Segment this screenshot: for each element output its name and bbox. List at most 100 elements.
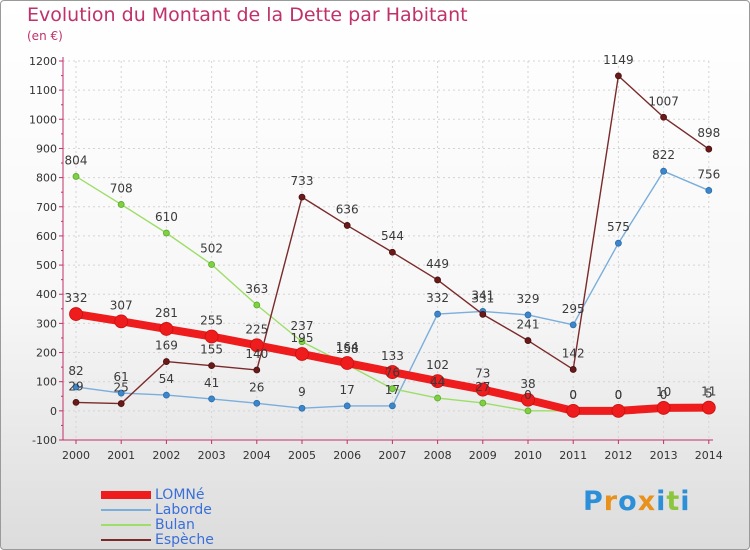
data-point bbox=[298, 404, 306, 412]
logo-letter: t bbox=[666, 486, 681, 517]
data-label: 10 bbox=[656, 385, 671, 399]
data-label: 225 bbox=[245, 322, 268, 336]
data-label: 822 bbox=[652, 148, 675, 162]
y-tick-label: 500 bbox=[36, 259, 57, 272]
data-label: 195 bbox=[291, 331, 314, 345]
legend-swatch bbox=[101, 524, 151, 526]
unit-label: (en €) bbox=[27, 29, 63, 43]
data-point bbox=[343, 222, 351, 229]
data-label: 0 bbox=[569, 388, 577, 402]
series-layer bbox=[69, 72, 716, 418]
data-point bbox=[162, 229, 170, 237]
data-point bbox=[524, 407, 532, 415]
data-label: 133 bbox=[381, 349, 404, 363]
y-tick-label: 1200 bbox=[29, 55, 57, 68]
legend-label: Laborde bbox=[155, 502, 212, 518]
data-point bbox=[253, 301, 261, 309]
x-tick-label: 2001 bbox=[107, 449, 135, 462]
data-point bbox=[249, 338, 264, 353]
x-tick-label: 2012 bbox=[604, 449, 632, 462]
x-tick-label: 2004 bbox=[243, 449, 271, 462]
x-tick-label: 2009 bbox=[469, 449, 497, 462]
logo-letter: r bbox=[603, 486, 619, 517]
x-tick-label: 2010 bbox=[514, 449, 542, 462]
y-tick-label: 400 bbox=[36, 288, 57, 301]
data-point bbox=[208, 362, 216, 370]
legend-swatch bbox=[101, 509, 151, 511]
data-point bbox=[69, 307, 83, 321]
data-point bbox=[524, 337, 532, 344]
data-label: 708 bbox=[110, 181, 133, 195]
data-label: 281 bbox=[155, 306, 178, 320]
data-label: 610 bbox=[155, 210, 178, 224]
data-label: 449 bbox=[426, 257, 449, 271]
data-label: 0 bbox=[524, 388, 532, 402]
data-label: 102 bbox=[426, 358, 449, 372]
chart-title: Evolution du Montant de la Dette par Hab… bbox=[27, 4, 468, 26]
data-point bbox=[159, 322, 174, 336]
data-point bbox=[479, 399, 487, 407]
x-tick-label: 2005 bbox=[288, 449, 316, 462]
data-point bbox=[521, 392, 535, 407]
data-point bbox=[524, 311, 532, 319]
data-point bbox=[434, 394, 442, 402]
data-label: 502 bbox=[200, 241, 223, 255]
data-point bbox=[343, 402, 351, 410]
data-point bbox=[388, 248, 396, 256]
y-tick-label: 600 bbox=[36, 230, 57, 243]
data-label: 0 bbox=[660, 388, 668, 402]
x-tick-label: 2008 bbox=[424, 449, 452, 462]
data-point bbox=[72, 398, 80, 406]
data-point bbox=[660, 113, 667, 121]
data-point bbox=[705, 187, 713, 194]
data-label: 0 bbox=[569, 388, 577, 402]
data-label: 0 bbox=[615, 388, 623, 402]
logo-letter: i bbox=[656, 486, 667, 517]
y-tick-label: 700 bbox=[36, 201, 57, 214]
data-label: 307 bbox=[110, 298, 133, 312]
data-label: 17 bbox=[385, 383, 400, 397]
logo-letter: x bbox=[637, 486, 657, 517]
data-label: 329 bbox=[517, 292, 540, 306]
data-point bbox=[117, 201, 125, 208]
data-point bbox=[117, 389, 125, 397]
data-label: 158 bbox=[336, 342, 359, 356]
data-label: 733 bbox=[291, 174, 314, 188]
data-point bbox=[434, 276, 442, 284]
data-label: 73 bbox=[475, 367, 490, 381]
data-label: 898 bbox=[697, 126, 720, 140]
data-label: 25 bbox=[114, 381, 129, 395]
data-point bbox=[479, 310, 487, 318]
data-label: 636 bbox=[336, 202, 359, 216]
data-point bbox=[162, 391, 170, 399]
data-label: 544 bbox=[381, 229, 404, 243]
legend-swatch bbox=[101, 539, 151, 541]
data-point bbox=[701, 400, 716, 415]
y-tick-label: 900 bbox=[36, 142, 57, 155]
data-point bbox=[430, 374, 445, 389]
data-point bbox=[569, 366, 577, 373]
data-label: 17 bbox=[340, 383, 355, 397]
data-label: 27 bbox=[475, 380, 490, 394]
y-tick-label: 1000 bbox=[29, 113, 57, 126]
data-point bbox=[340, 356, 355, 370]
data-label: 11 bbox=[701, 385, 716, 399]
data-label: 29 bbox=[68, 379, 83, 393]
data-label: 140 bbox=[245, 347, 268, 361]
data-label: 44 bbox=[430, 375, 445, 389]
data-label: 0 bbox=[615, 388, 623, 402]
x-tick-label: 2011 bbox=[559, 449, 587, 462]
x-tick-label: 2003 bbox=[198, 449, 226, 462]
data-label: 332 bbox=[65, 291, 88, 305]
data-point bbox=[385, 365, 400, 379]
data-label: 38 bbox=[520, 377, 535, 391]
x-tick-label: 2007 bbox=[378, 449, 406, 462]
data-point bbox=[295, 347, 309, 361]
legend-swatch bbox=[101, 491, 151, 499]
data-point bbox=[72, 383, 80, 391]
logo-letter: o bbox=[618, 486, 638, 517]
data-point bbox=[388, 402, 396, 410]
data-label: 332 bbox=[426, 291, 449, 305]
proxiti-logo: Proxiti bbox=[583, 486, 691, 517]
